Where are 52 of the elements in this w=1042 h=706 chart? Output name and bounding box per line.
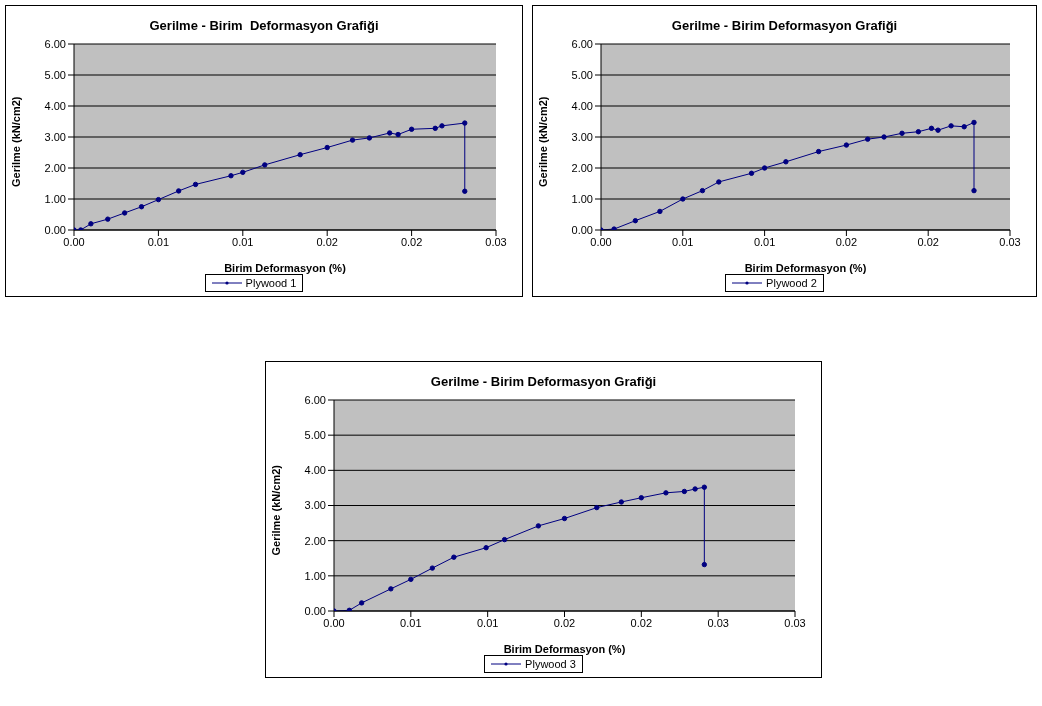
x-tick-label: 0.01 [147, 235, 170, 248]
y-axis-title: Gerilme (kN/cm2) [9, 96, 22, 187]
y-axis-title: Gerilme (kN/cm2) [536, 96, 549, 187]
legend-label: Plywood 3 [525, 658, 576, 670]
x-axis-title: Birim Deformasyon (%) [224, 262, 347, 274]
y-tick-label: 3.00 [304, 499, 326, 512]
x-tick-label: 0.03 [485, 235, 507, 248]
y-tick-label: 4.00 [44, 99, 66, 112]
y-tick-label: 1.00 [571, 192, 593, 205]
y-tick-label: 5.00 [304, 429, 326, 442]
x-tick-label: 0.02 [835, 235, 858, 248]
chart-title: Gerilme - Birim Deformasyon Grafiği [671, 18, 898, 33]
y-tick-label: 0.00 [44, 223, 66, 236]
y-tick-label: 6.00 [44, 37, 66, 50]
y-axis-title: Gerilme (kN/cm2) [269, 464, 282, 556]
legend-label: Plywood 1 [245, 277, 297, 289]
x-tick-label: 0.02 [316, 235, 338, 248]
legend-label: Plywood 2 [766, 277, 817, 289]
x-tick-label: 0.00 [590, 235, 612, 248]
x-tick-label: 0.01 [476, 616, 499, 629]
y-tick-label: 2.00 [304, 534, 326, 547]
y-tick-label: 6.00 [304, 393, 326, 406]
x-tick-label: 0.02 [917, 235, 939, 248]
y-tick-label: 5.00 [571, 68, 593, 81]
y-tick-label: 3.00 [44, 130, 66, 143]
y-tick-label: 4.00 [304, 464, 326, 477]
y-tick-label: 4.00 [571, 99, 593, 112]
y-tick-label: 5.00 [44, 68, 66, 81]
y-tick-label: 2.00 [44, 161, 66, 174]
chart-title: Gerilme - Birim Deformasyon Grafiği [149, 18, 379, 33]
y-tick-label: 0.00 [571, 223, 593, 236]
y-tick-label: 6.00 [571, 37, 593, 50]
y-tick-label: 1.00 [304, 569, 326, 582]
x-tick-label: 0.00 [323, 616, 345, 629]
x-tick-label: 0.02 [400, 235, 423, 248]
x-tick-label: 0.03 [999, 235, 1021, 248]
y-tick-label: 1.00 [44, 192, 66, 205]
x-tick-label: 0.03 [784, 616, 806, 629]
x-tick-label: 0.02 [553, 616, 576, 629]
x-axis-title: Birim Deformasyon (%) [744, 262, 867, 274]
x-tick-label: 0.01 [672, 235, 694, 248]
x-tick-label: 0.03 [707, 616, 729, 629]
y-tick-label: 0.00 [304, 604, 326, 617]
y-tick-label: 3.00 [571, 130, 593, 143]
x-tick-label: 0.02 [630, 616, 653, 629]
x-axis-title: Birim Deformasyon (%) [503, 643, 626, 655]
chart-title: Gerilme - Birim Deformasyon Grafiği [430, 374, 657, 389]
x-tick-label: 0.01 [753, 235, 776, 248]
y-tick-label: 2.00 [571, 161, 593, 174]
x-tick-label: 0.01 [400, 616, 422, 629]
x-tick-label: 0.01 [232, 235, 254, 248]
x-tick-label: 0.00 [63, 235, 85, 248]
